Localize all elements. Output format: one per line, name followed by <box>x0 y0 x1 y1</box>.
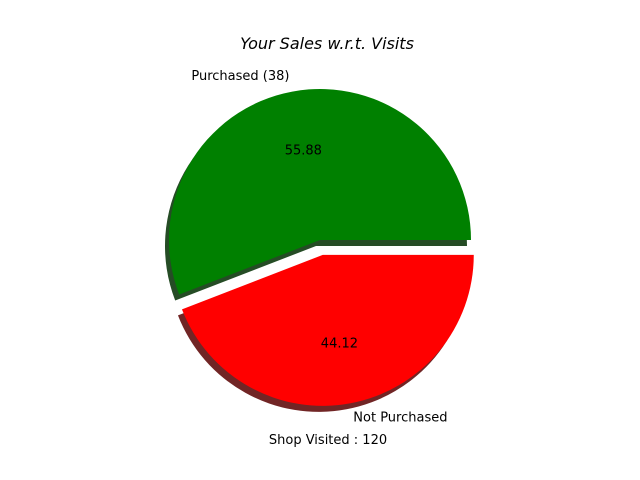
slices <box>169 88 474 406</box>
slice-purchased-38 <box>169 88 471 295</box>
chart-title: Your Sales w.r.t. Visits <box>240 34 414 53</box>
pct-label-not-purchased: 44.12 <box>321 336 358 351</box>
slice-label-not-purchased: Not Purchased <box>353 411 447 426</box>
pct-label-purchased-38: 55.88 <box>285 143 322 158</box>
slice-label-purchased-38: Purchased (38) <box>191 69 289 84</box>
x-axis-label: Shop Visited : 120 <box>269 433 387 448</box>
slice-labels: Purchased (38) 55.88 Not Purchased 44.12 <box>191 69 447 425</box>
slice-not-purchased <box>181 254 474 406</box>
